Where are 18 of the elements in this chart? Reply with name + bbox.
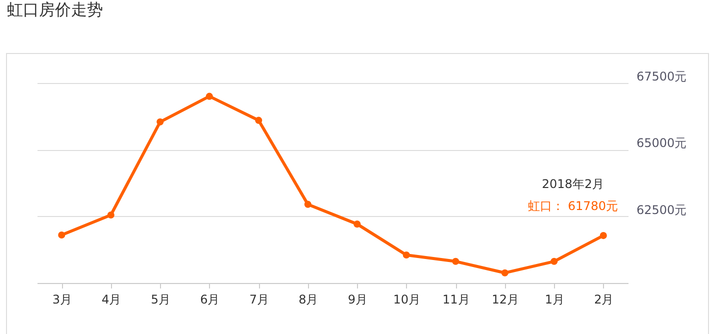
x-tick-label: 1月 [544,292,564,306]
x-tick-label: 11月 [442,292,470,306]
x-tick-label: 4月 [102,292,122,306]
x-tick-label: 3月 [52,292,72,306]
x-tick-label: 9月 [348,292,368,306]
x-tick-label: 6月 [200,292,220,306]
x-tick-label: 7月 [249,292,269,306]
y-tick-label: 67500元 [636,70,687,84]
x-tick-label: 8月 [298,292,318,306]
x-tick-label: 2月 [594,292,614,306]
x-tick-label: 10月 [393,292,421,306]
chart-title: 虹口房价走势 [7,0,103,19]
y-tick-label: 65000元 [636,136,687,150]
annotation: 虹口： 61780元 [528,199,618,213]
x-tick-label: 5月 [150,292,170,306]
x-tick-label: 12月 [492,292,520,306]
annotation: 2018年2月 [542,177,604,191]
y-tick-label: 62500元 [636,202,687,217]
